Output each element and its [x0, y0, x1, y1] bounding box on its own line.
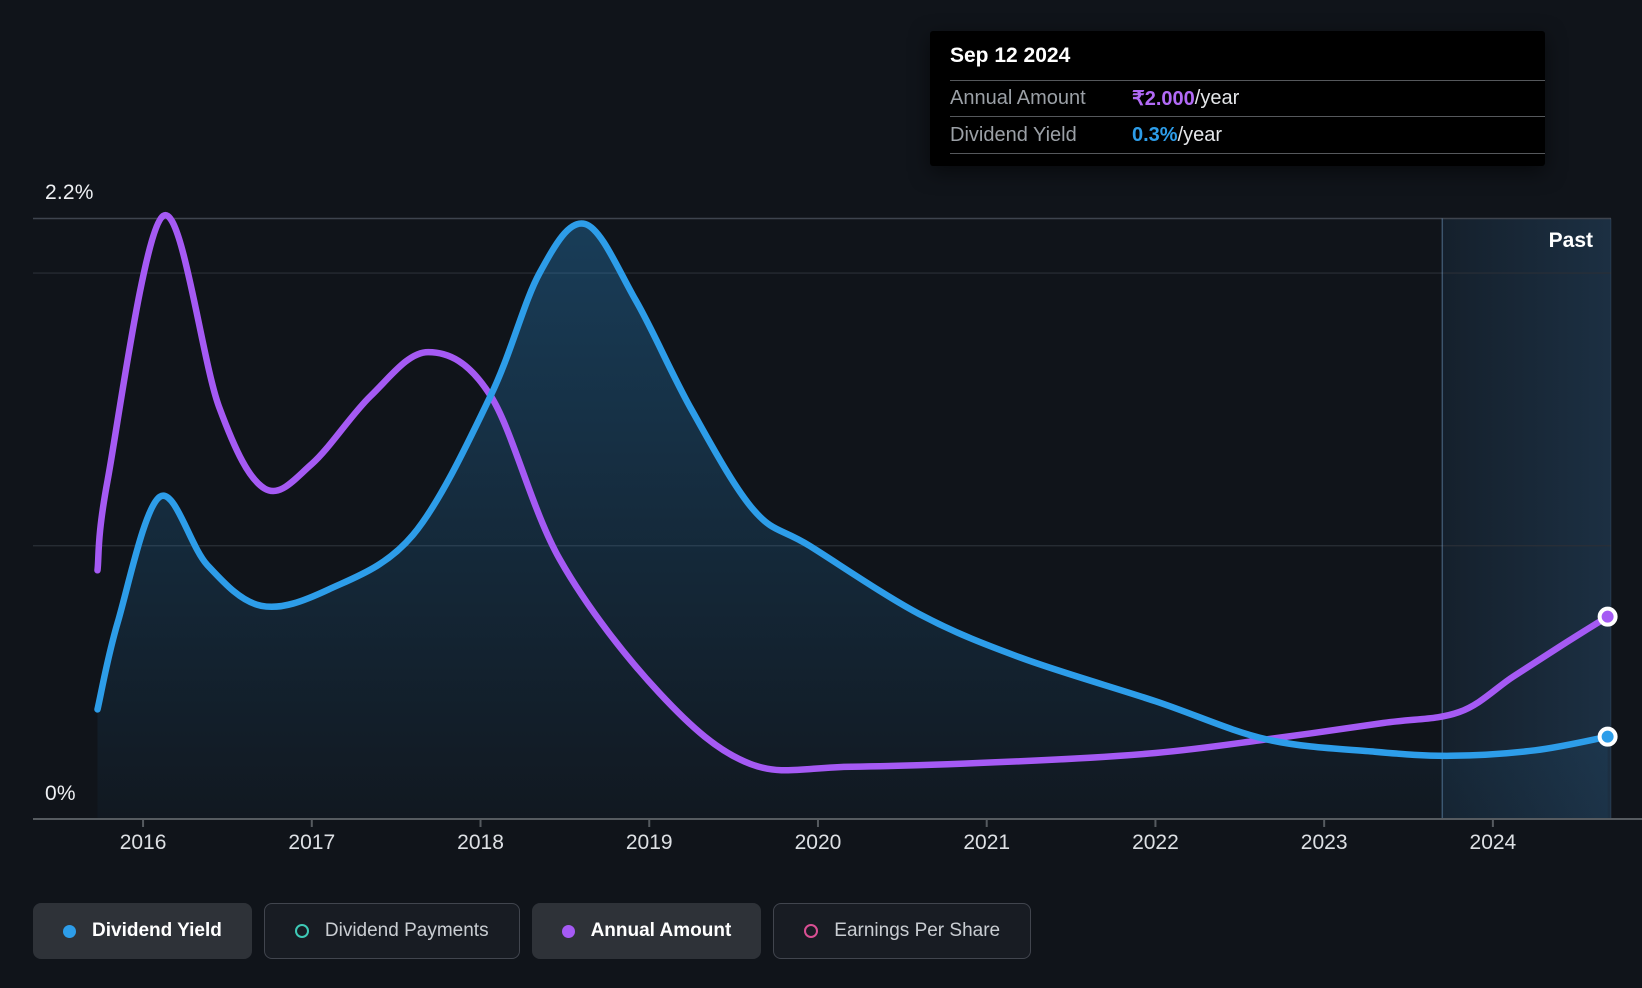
- y-axis-zero-label: 0%: [45, 782, 76, 805]
- x-axis-label-2020: 2020: [794, 831, 842, 854]
- past-highlight-band: [1442, 218, 1611, 819]
- legend-label: Dividend Payments: [324, 920, 489, 941]
- series-dot-icon: [804, 924, 819, 938]
- legend-label: Dividend Yield: [92, 920, 222, 941]
- dividend-yield-end-marker[interactable]: [1597, 726, 1618, 747]
- chart-tooltip: Sep 12 2024 Annual Amount ₹2.000/year Divi…: [930, 31, 1545, 166]
- x-axis-label-2018: 2018: [457, 831, 504, 854]
- legend-button-dividend-yield[interactable]: Dividend Yield: [33, 903, 252, 959]
- x-axis-label-2019: 2019: [625, 831, 673, 854]
- tooltip-row-suffix: /year: [1194, 87, 1240, 109]
- series-dot-icon: [63, 924, 76, 938]
- legend-label: Earnings Per Share: [834, 920, 1001, 941]
- tooltip-row-suffix: /year: [1177, 123, 1223, 146]
- chart-legend: Dividend Yield Dividend Payments Annual Am…: [33, 903, 1032, 959]
- x-axis-label-2017: 2017: [288, 831, 336, 854]
- tooltip-row: Annual Amount ₹2.000/year: [950, 80, 1545, 116]
- tooltip-rows: Annual Amount ₹2.000/year Dividend Yield 0.…: [930, 80, 1545, 154]
- y-axis-max-label: 2.2%: [45, 181, 94, 204]
- x-axis-label-2021: 2021: [963, 831, 1011, 854]
- tooltip-row: Dividend Yield 0.3%/year: [950, 116, 1545, 154]
- tooltip-row-label: Dividend Yield: [950, 123, 1077, 146]
- dividend-yield-line: [94, 220, 1611, 760]
- legend-label: Annual Amount: [590, 920, 732, 941]
- series-dot-icon: [294, 924, 309, 938]
- x-axis-label-2016: 2016: [119, 831, 167, 854]
- tooltip-row-value: 0.3%: [1132, 123, 1178, 146]
- legend-button-annual-amount[interactable]: Annual Amount: [531, 903, 762, 959]
- x-axis-label-2022: 2022: [1132, 831, 1179, 854]
- past-region-label: Past: [1548, 229, 1593, 252]
- annual-amount-line: [94, 212, 1611, 774]
- legend-button-dividend-payments[interactable]: Dividend Payments: [263, 903, 520, 959]
- tooltip-row-label: Annual Amount: [950, 87, 1086, 109]
- x-axis-label-2023: 2023: [1300, 831, 1348, 854]
- series-dot-icon: [561, 924, 575, 938]
- dividend-yield-area: [97, 223, 1608, 819]
- tooltip-row-value: ₹2.000: [1132, 88, 1195, 110]
- x-axis-label-2024: 2024: [1469, 831, 1517, 854]
- tooltip-date: Sep 12 2024: [950, 43, 1071, 67]
- legend-button-earnings-per-share[interactable]: Earnings Per Share: [773, 903, 1032, 959]
- annual-amount-end-marker[interactable]: [1597, 606, 1618, 627]
